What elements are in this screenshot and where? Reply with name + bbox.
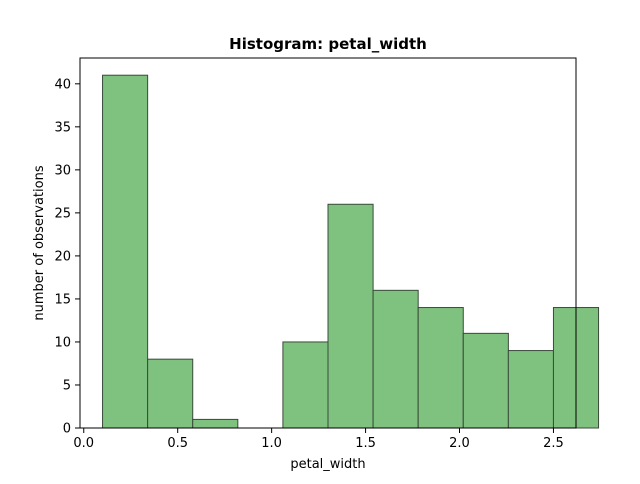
bars-layer xyxy=(102,74,600,429)
y-tick-label-2: 10 xyxy=(54,335,71,350)
y-tick-label-1: 5 xyxy=(63,378,71,393)
x-tick-label-1: 0.5 xyxy=(167,436,188,451)
histogram-bar-7 xyxy=(417,307,464,429)
y-tick-label-6: 30 xyxy=(54,163,71,178)
histogram-bar-0 xyxy=(102,74,149,429)
y-tick-label-4: 20 xyxy=(54,249,71,264)
histogram-bar-2 xyxy=(192,418,239,429)
histogram-bar-8 xyxy=(462,332,509,429)
y-tick-label-3: 15 xyxy=(54,292,71,307)
x-tick-label-2: 1.0 xyxy=(261,436,282,451)
y-tick-label-7: 35 xyxy=(54,120,71,135)
x-axis-label: petal_width xyxy=(290,457,365,472)
histogram-bar-1 xyxy=(147,358,194,429)
histogram-bar-9 xyxy=(507,350,554,429)
histogram-bar-5 xyxy=(327,203,374,429)
x-tick-label-0: 0.0 xyxy=(73,436,94,451)
x-tick-label-3: 1.5 xyxy=(355,436,376,451)
y-tick-label-8: 40 xyxy=(54,77,71,92)
y-axis-label: number of observations xyxy=(32,165,47,320)
y-tick-label-5: 25 xyxy=(54,206,71,221)
x-tick-label-4: 2.0 xyxy=(449,436,470,451)
plot-frame xyxy=(79,57,577,429)
x-axis-ticks: 0.0 0.5 1.0 1.5 2.0 2.5 xyxy=(73,428,564,451)
x-tick-label-5: 2.5 xyxy=(543,436,564,451)
histogram-bar-6 xyxy=(372,289,419,429)
y-axis-ticks: 0 5 10 15 20 25 30 35 40 xyxy=(54,77,80,437)
histogram-bar-4 xyxy=(282,341,329,429)
chart-title: Histogram: petal_width xyxy=(229,35,427,53)
y-tick-label-0: 0 xyxy=(63,422,71,437)
